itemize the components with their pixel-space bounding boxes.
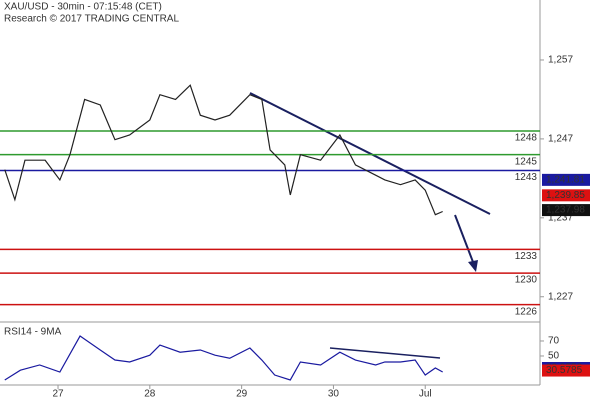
- y-tick-label: 50: [548, 351, 560, 362]
- price-badge: [542, 204, 590, 217]
- level-label: 1245: [515, 156, 538, 167]
- y-tick-label: 1,257: [548, 55, 573, 66]
- price-line: [4, 84, 443, 216]
- price-badge-label: 1,237.98: [546, 205, 585, 216]
- rsi-trend-line: [329, 347, 441, 359]
- x-tick-label: 30: [328, 389, 340, 400]
- forecast-arrow: [454, 214, 474, 263]
- rsi-title: RSI14 - 9MA: [4, 327, 62, 338]
- x-tick-label: 28: [144, 389, 156, 400]
- level-label: 1230: [515, 275, 538, 286]
- chart-title: XAU/USD - 30min - 07:15:48 (CET): [4, 2, 162, 13]
- price-badge-label: 1,241.81: [546, 175, 585, 186]
- x-tick-label: 27: [52, 389, 64, 400]
- level-label: 1233: [515, 251, 538, 262]
- price-badge: [542, 173, 590, 186]
- x-tick-label: 29: [236, 389, 248, 400]
- level-label: 1243: [515, 172, 538, 183]
- y-tick-label: 1,237: [548, 212, 573, 223]
- level-label: 1248: [515, 133, 538, 144]
- y-tick-label: 70: [548, 336, 560, 347]
- price-badge-label: 1,239.85: [546, 190, 585, 201]
- x-tick-label: Jul: [419, 389, 432, 400]
- price-line: [4, 335, 443, 381]
- level-label: 1226: [515, 306, 538, 317]
- arrow-head: [468, 260, 478, 272]
- price-badge: [542, 364, 590, 377]
- trend-line: [249, 92, 491, 215]
- y-tick-label: 1,247: [548, 134, 573, 145]
- price-badge: [542, 189, 590, 202]
- chart-subtitle: Research © 2017 TRADING CENTRAL: [4, 14, 179, 25]
- price-badge-label: 30.5785: [546, 365, 583, 376]
- y-tick-label: 1,227: [548, 291, 573, 302]
